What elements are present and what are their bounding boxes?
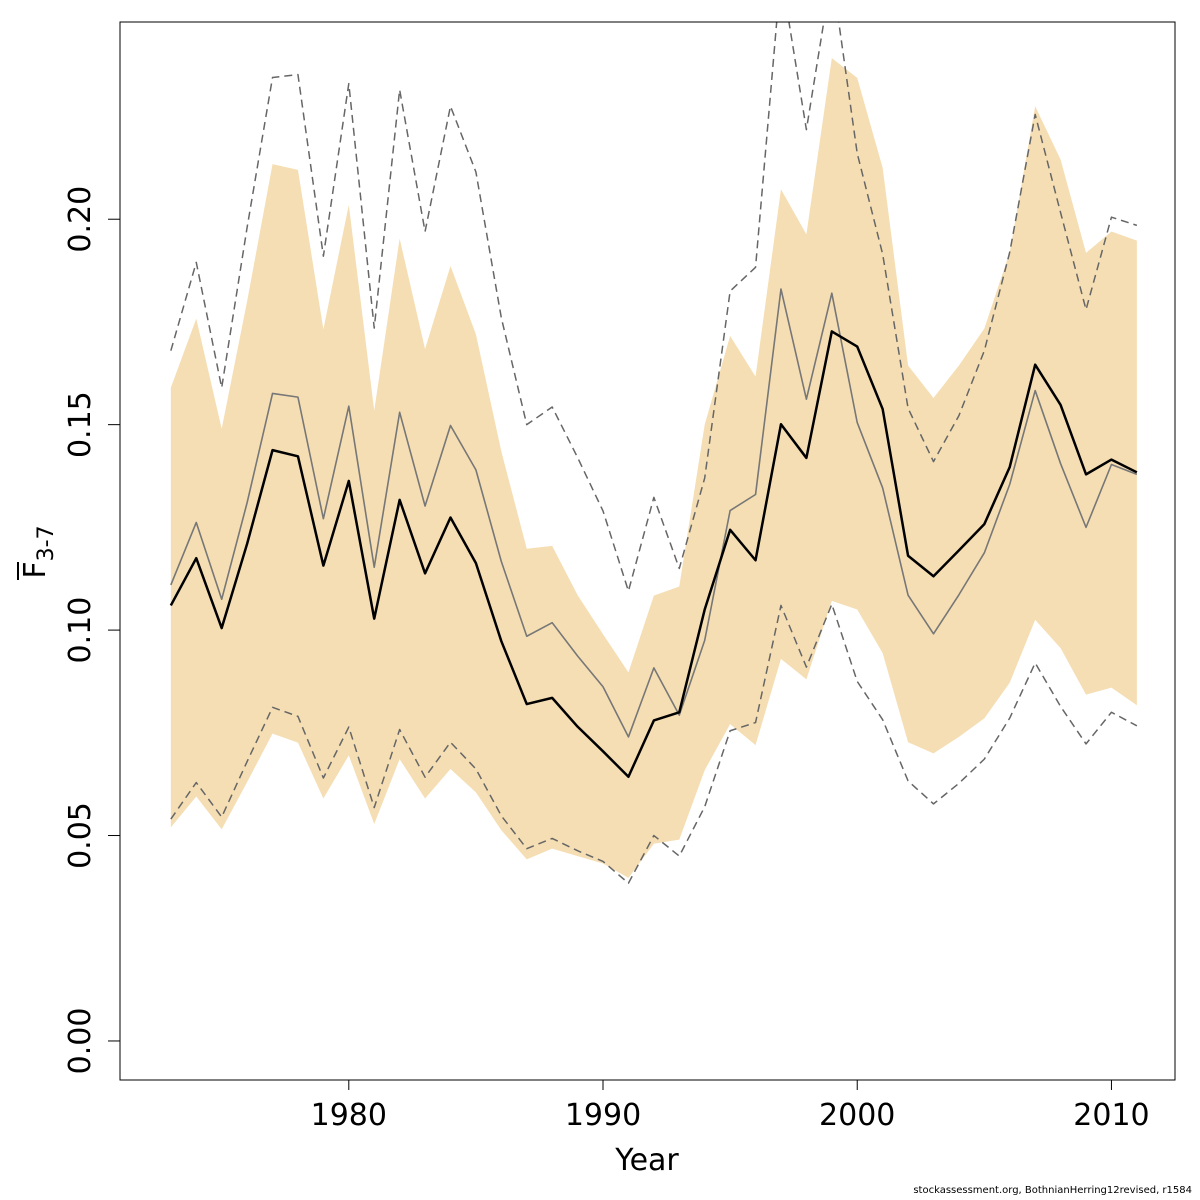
plot-frame (119, 21, 1176, 1081)
y-axis: 0.00 0.05 0.10 0.15 0.20 (63, 186, 120, 1075)
alternative-estimate-line (170, 288, 1138, 738)
footer-credit: stockassessment.org, BothnianHerring12re… (913, 1185, 1192, 1196)
y-tick-label: 0.15 (63, 391, 98, 458)
confidence-band-layer (170, 58, 1137, 878)
alternative-upper-dashed-line (170, 22, 1138, 592)
x-axis: 1980 1990 2000 2010 (311, 1080, 1150, 1133)
y-tick-label: 0.10 (63, 597, 98, 664)
series-lines-layer (169, 22, 1138, 884)
y-tick-label: 0.20 (63, 186, 98, 253)
y-tick-label: 0.00 (63, 1008, 98, 1075)
x-axis-title: Year (614, 1143, 679, 1178)
y-tick-label: 0.05 (63, 802, 98, 869)
x-tick-label: 2000 (819, 1098, 895, 1133)
y-axis-title: F3-7 (17, 525, 59, 580)
confidence-band (170, 58, 1137, 878)
x-tick-label: 1990 (565, 1098, 641, 1133)
alternative-lower-dashed-line (170, 603, 1138, 884)
x-tick-label: 1980 (311, 1098, 387, 1133)
y-axis-title-main: F (18, 561, 53, 578)
estimate-line (169, 330, 1138, 779)
svg-text:F3-7: F3-7 (18, 525, 59, 578)
y-axis-title-sub: 3-7 (34, 525, 59, 561)
x-tick-label: 2010 (1073, 1098, 1149, 1133)
